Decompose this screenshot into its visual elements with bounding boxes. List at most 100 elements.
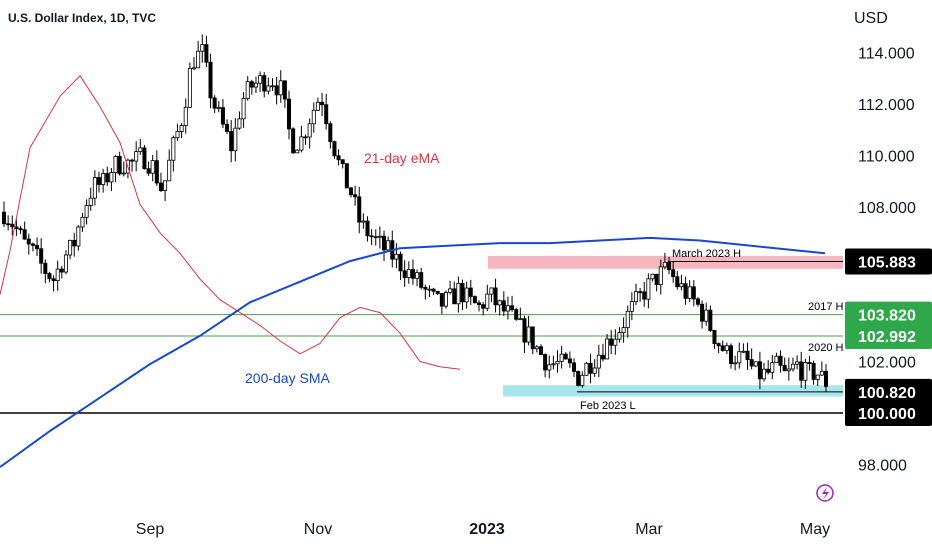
candle bbox=[486, 285, 489, 311]
candle bbox=[279, 70, 282, 103]
candle bbox=[312, 102, 315, 132]
candle bbox=[159, 173, 162, 192]
candle bbox=[52, 275, 55, 291]
candle bbox=[812, 361, 815, 385]
candle bbox=[605, 334, 608, 359]
candle bbox=[267, 78, 270, 95]
candle bbox=[415, 269, 418, 286]
candle bbox=[172, 136, 175, 172]
candle bbox=[56, 261, 59, 291]
candle bbox=[729, 343, 732, 368]
candle bbox=[19, 226, 22, 234]
candle bbox=[614, 329, 617, 354]
candle bbox=[506, 297, 509, 320]
candle bbox=[180, 123, 183, 138]
candle bbox=[465, 282, 468, 309]
svg-text:105.883: 105.883 bbox=[858, 255, 916, 272]
candle bbox=[552, 356, 555, 370]
candle bbox=[31, 243, 34, 252]
candle bbox=[630, 292, 633, 320]
candle bbox=[473, 295, 476, 303]
candle bbox=[548, 355, 551, 378]
x-tick-label: Nov bbox=[304, 521, 332, 538]
candle bbox=[81, 213, 84, 232]
candle bbox=[568, 351, 571, 367]
x-tick-label: 2023 bbox=[469, 521, 505, 538]
candle bbox=[325, 94, 328, 130]
candle bbox=[197, 41, 200, 68]
candle bbox=[692, 280, 695, 306]
candle bbox=[469, 280, 472, 305]
candle bbox=[482, 302, 485, 315]
candle bbox=[337, 149, 340, 165]
candle bbox=[135, 141, 138, 171]
annotation-21-day-ema: 21-day eMA bbox=[364, 150, 440, 166]
candle bbox=[515, 308, 518, 321]
candle bbox=[651, 274, 654, 282]
candle bbox=[122, 161, 125, 176]
svg-text:100.000: 100.000 bbox=[858, 406, 916, 423]
candle bbox=[477, 300, 480, 311]
candle bbox=[213, 95, 216, 113]
candle bbox=[655, 274, 658, 291]
candle bbox=[209, 54, 212, 108]
annotation-2020-h: 2020 H bbox=[808, 342, 844, 354]
candle bbox=[316, 97, 319, 111]
candle bbox=[205, 36, 208, 67]
currency-label: USD bbox=[854, 10, 888, 27]
ema-line bbox=[0, 76, 460, 370]
candle bbox=[68, 240, 71, 260]
candle bbox=[585, 362, 588, 376]
svg-text:103.820: 103.820 bbox=[858, 308, 916, 325]
candle bbox=[263, 72, 266, 97]
candle bbox=[354, 186, 357, 206]
candle bbox=[341, 159, 344, 169]
candle bbox=[494, 279, 497, 313]
candle bbox=[634, 284, 637, 305]
candle bbox=[188, 63, 191, 108]
candle bbox=[560, 346, 563, 369]
candle bbox=[791, 358, 794, 372]
candle bbox=[725, 343, 728, 354]
candle bbox=[163, 181, 166, 201]
candle bbox=[382, 231, 385, 261]
candle bbox=[453, 282, 456, 304]
candle bbox=[362, 213, 365, 228]
candle bbox=[700, 300, 703, 328]
y-tick-label: 108.000 bbox=[858, 200, 916, 217]
candle bbox=[610, 330, 613, 354]
candle bbox=[333, 141, 336, 159]
x-tick-label: Sep bbox=[136, 521, 165, 538]
candle bbox=[230, 120, 233, 162]
candle bbox=[238, 111, 241, 129]
candle bbox=[713, 330, 716, 349]
candle bbox=[192, 57, 195, 70]
candle bbox=[73, 233, 76, 257]
candle bbox=[395, 243, 398, 268]
candle bbox=[217, 101, 220, 112]
candle bbox=[168, 150, 171, 182]
candle bbox=[808, 356, 811, 371]
candle bbox=[581, 371, 584, 387]
svg-text:100.820: 100.820 bbox=[858, 385, 916, 402]
candle bbox=[35, 237, 38, 256]
support-zone bbox=[503, 385, 843, 396]
candle bbox=[411, 259, 414, 284]
candle bbox=[531, 327, 534, 355]
y-tick-label: 98.000 bbox=[858, 458, 907, 475]
candle bbox=[680, 275, 683, 290]
candle bbox=[250, 80, 253, 95]
candle bbox=[296, 149, 299, 153]
candle bbox=[742, 343, 745, 353]
candle bbox=[544, 353, 547, 377]
candle bbox=[440, 293, 443, 314]
candle bbox=[151, 155, 154, 181]
candle bbox=[461, 280, 464, 311]
candlestick-series bbox=[2, 35, 827, 392]
candle bbox=[762, 363, 765, 382]
candle bbox=[589, 354, 592, 384]
candle bbox=[271, 78, 274, 91]
candle bbox=[366, 216, 369, 241]
lightning-icon[interactable] bbox=[817, 485, 833, 501]
